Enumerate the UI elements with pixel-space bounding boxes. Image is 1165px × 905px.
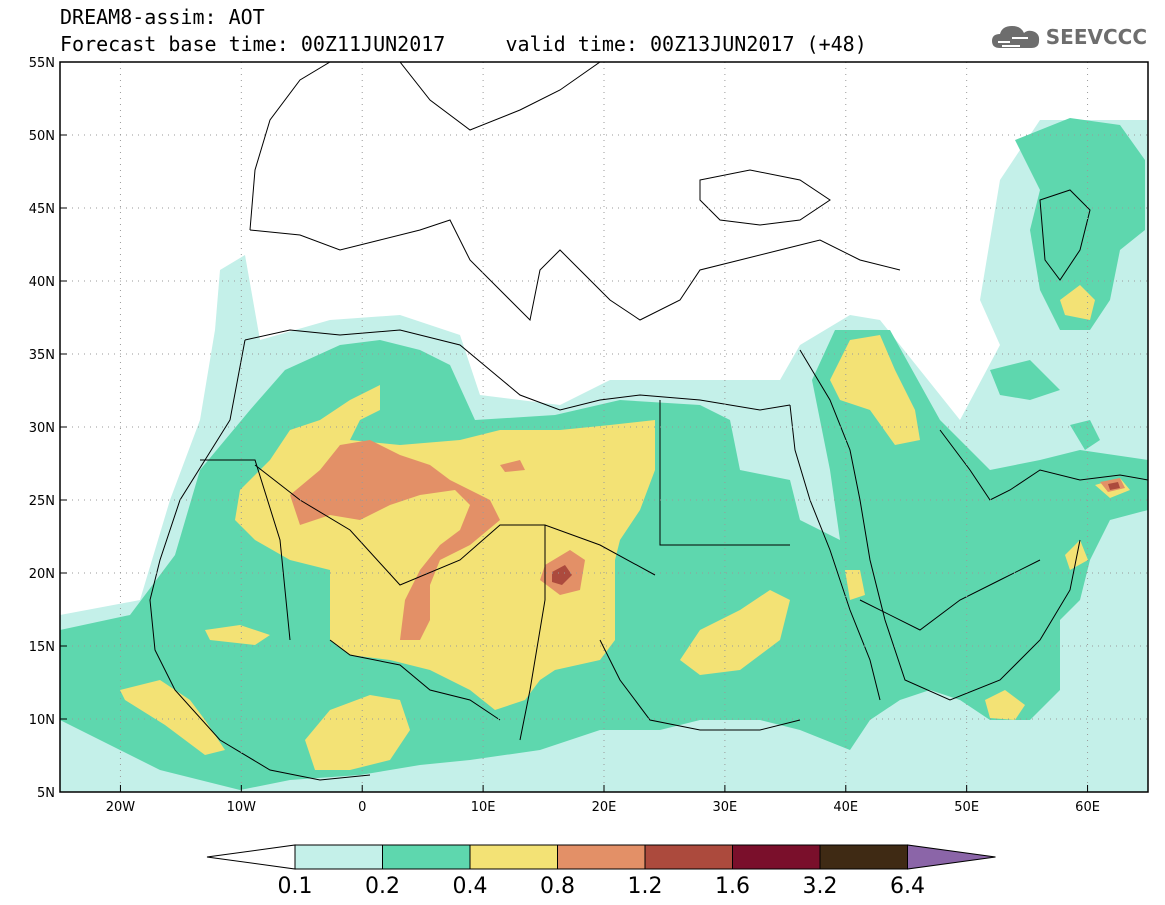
colorbar-segment [469,844,558,870]
lat-tick-label: 25N [29,494,55,509]
longitude-axis: 20W 10W 0 10E 20E 30E 40E 50E 60E [106,785,1100,815]
lon-tick-label: 0 [358,800,366,815]
colorbar-low-arrow [206,844,296,870]
logo-text: SEEVCCC [1045,25,1147,49]
colorbar-high-arrow [907,844,996,870]
aot-band-1.2 [552,482,1120,585]
lon-tick-label: 20E [592,800,617,815]
lat-tick-label: 5N [37,786,55,801]
colorbar-segment [644,844,733,870]
lat-tick-label: 20N [29,567,55,582]
colorbar-label: 0.2 [365,874,400,899]
forecast-times: Forecast base time: 00Z11JUN2017 valid t… [60,32,867,56]
colorbar-label: 0.1 [278,874,313,899]
lat-tick-label: 35N [29,348,55,363]
lon-tick-label: 60E [1075,800,1100,815]
lon-tick-label: 50E [954,800,979,815]
colorbar-segment [294,844,383,870]
lat-tick-label: 10N [29,713,55,728]
colorbar-segment [382,844,471,870]
colorbar-label: 6.4 [890,874,925,899]
colorbar: 0.1 0.2 0.4 0.8 1.2 1.6 3.2 6.4 [206,844,996,899]
lat-tick-label: 50N [29,129,55,144]
colorbar-label: 0.4 [453,874,488,899]
lon-tick-label: 20W [106,800,136,815]
seevccc-logo: SEEVCCC [990,22,1147,52]
lon-tick-label: 40E [833,800,858,815]
colorbar-label: 0.8 [540,874,575,899]
colorbar-label: 1.6 [715,874,750,899]
lat-tick-label: 15N [29,640,55,655]
map-title: DREAM8-assim: AOT [60,5,265,29]
lat-tick-label: 40N [29,275,55,290]
lon-tick-label: 10W [227,800,257,815]
lat-tick-label: 45N [29,202,55,217]
lat-tick-label: 55N [29,56,55,71]
lon-tick-label: 10E [471,800,496,815]
colorbar-label: 3.2 [803,874,838,899]
colorbar-label: 1.2 [628,874,663,899]
latitude-axis: 55N 50N 45N 40N 35N 30N 25N 20N 15N 10N 5N [29,56,67,801]
cloud-icon [991,26,1039,48]
colorbar-segment [819,844,908,870]
colorbar-segment [557,844,646,870]
lon-tick-label: 30E [713,800,738,815]
aot-field [60,118,1148,792]
colorbar-segment [732,844,821,870]
country-borders [60,62,1148,781]
lat-tick-label: 30N [29,421,55,436]
